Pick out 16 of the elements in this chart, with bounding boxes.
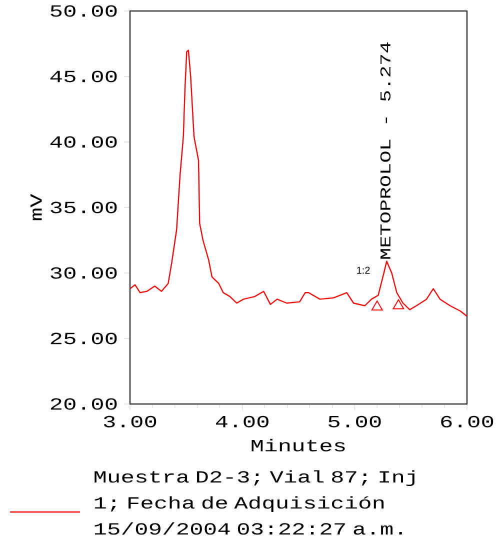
x-tick-label: 5.00 (328, 416, 381, 428)
x-axis-title: Minutes (252, 438, 345, 452)
y-tick-label: 35.00 (50, 202, 117, 214)
y-tick-label: 40.00 (50, 136, 117, 148)
x-tick-label: 4.00 (216, 416, 268, 428)
annotation: METOPROLOL - 5.274 (380, 42, 391, 259)
x-tick-label: 6.00 (441, 416, 494, 428)
x-tick-label: 3.00 (104, 416, 156, 428)
y-axis-title: mV (30, 194, 42, 220)
y-tick-label: 30.00 (50, 267, 117, 279)
y-tick-label: 20.00 (50, 398, 117, 410)
y-tick-label: 50.00 (50, 5, 117, 17)
legend-label: Muestra D2-3; Vial 87; Inj 1; Fecha de Adquisición 15/09/2004 03:22:27 a.m. (94, 470, 414, 535)
y-tick-label: 25.00 (50, 332, 117, 344)
y-tick-label: 45.00 (50, 70, 117, 82)
annotation: 1:2 (357, 266, 370, 274)
